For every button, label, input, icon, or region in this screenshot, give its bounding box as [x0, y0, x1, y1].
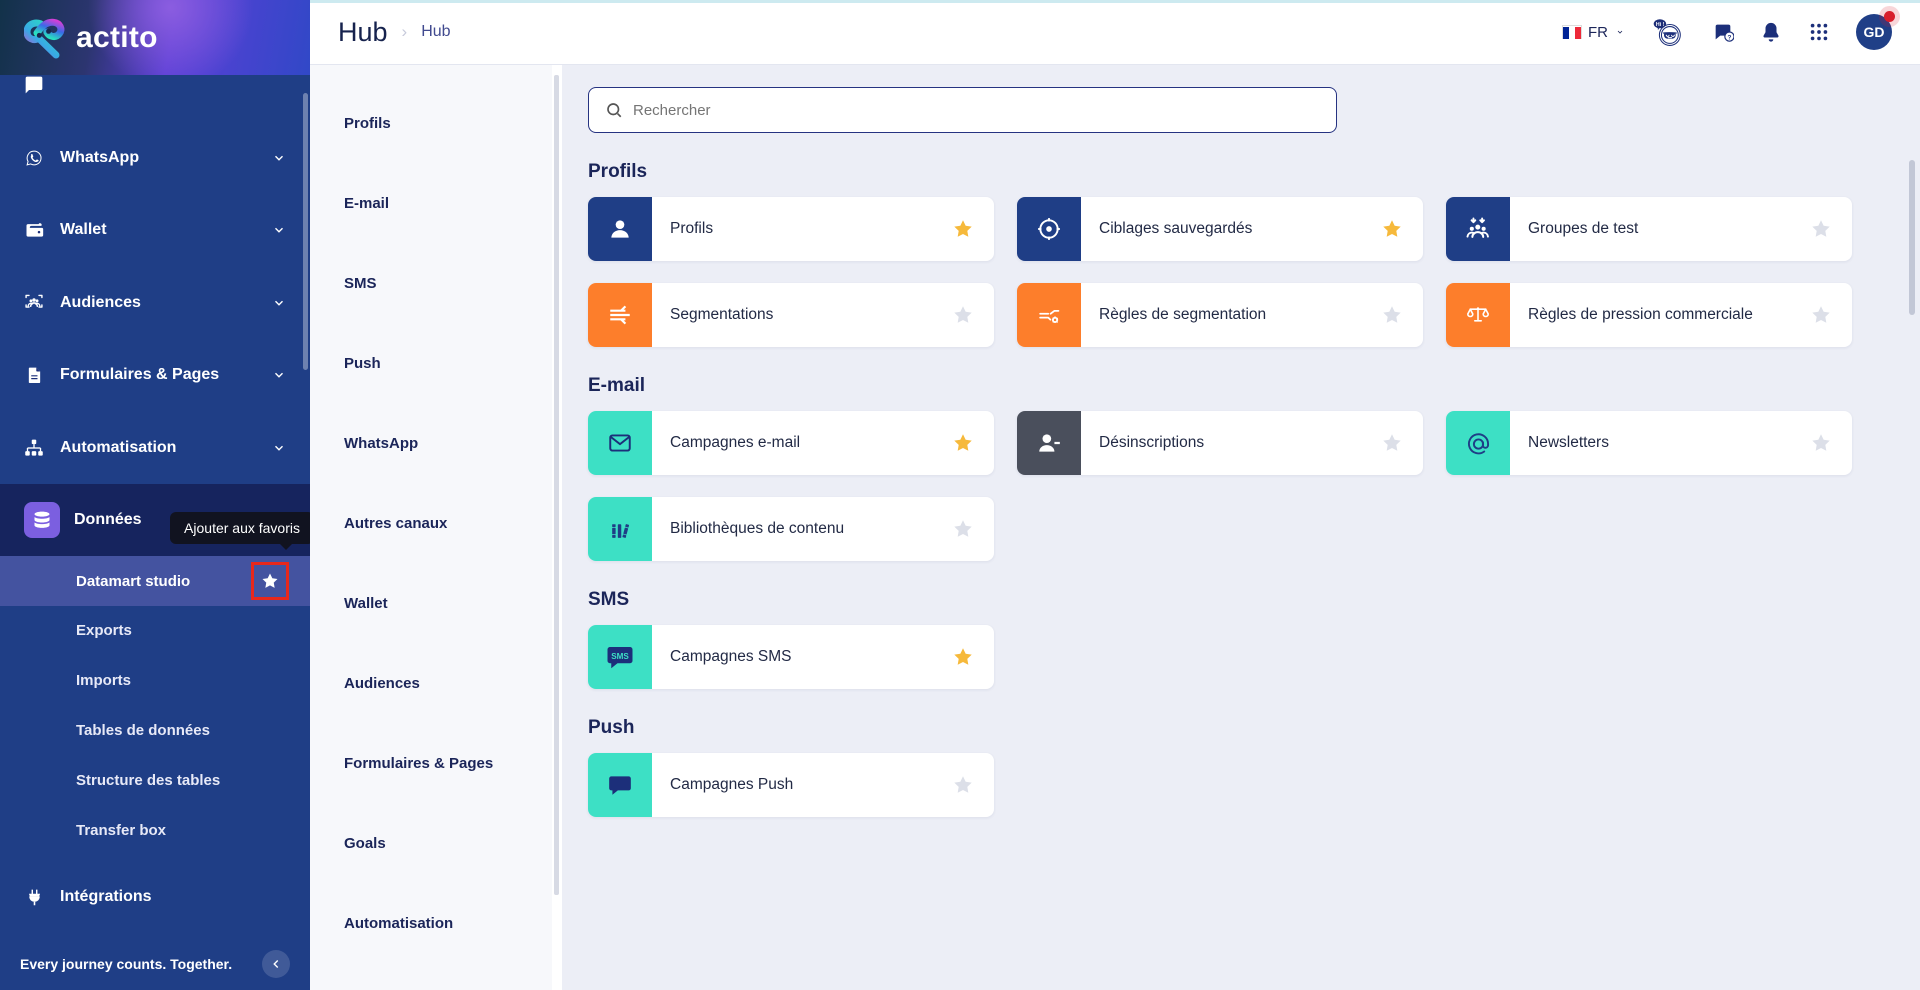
svg-text:Hi !: Hi !: [1656, 22, 1665, 28]
svg-text:SMS: SMS: [611, 652, 629, 661]
svg-text:?: ?: [1727, 34, 1731, 41]
